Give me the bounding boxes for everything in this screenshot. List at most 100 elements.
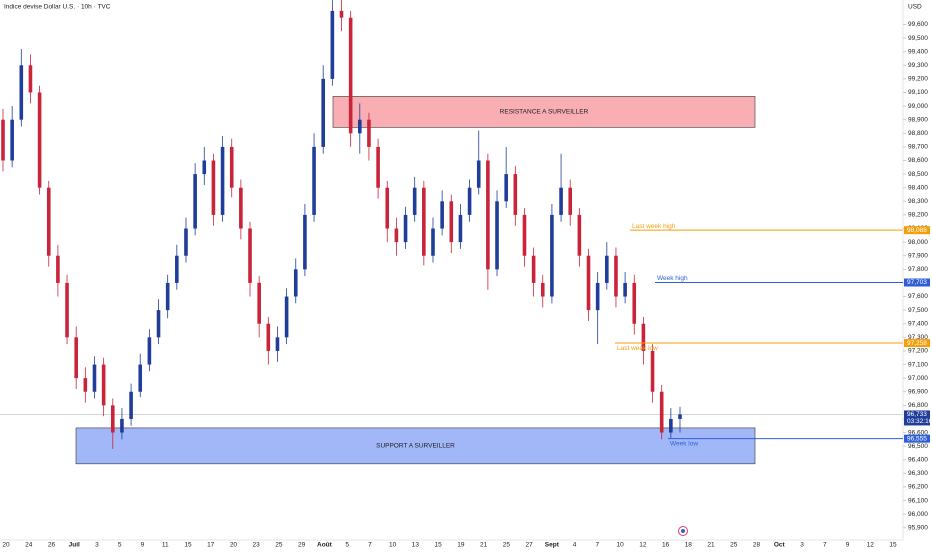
x-tick-label: 4	[573, 542, 577, 549]
candle-body	[659, 391, 664, 433]
zone	[75, 427, 756, 465]
y-tick-label: 98,400	[908, 184, 928, 191]
candle-body	[540, 282, 545, 297]
candle-body	[641, 323, 646, 351]
y-tick-label: 98,000	[908, 239, 928, 246]
level-badge-label: 96,555	[907, 435, 927, 442]
candle-body	[577, 214, 582, 256]
currency: USD	[908, 4, 922, 11]
x-tick-label: Août	[317, 542, 333, 549]
candle-body	[19, 65, 24, 120]
candle-body	[65, 282, 69, 338]
y-tick-label: 98,500	[908, 171, 928, 178]
x-tick-label: 20	[2, 542, 10, 549]
candle-body	[678, 414, 682, 419]
candle-body	[605, 255, 609, 283]
y-tick-label: 97,900	[908, 252, 928, 259]
level-badge-label: 97,258	[907, 340, 927, 347]
y-tick-label: 96,300	[908, 470, 928, 477]
level-badge-label: 97,703	[907, 279, 927, 286]
level-badge	[904, 434, 930, 443]
candle-body	[559, 187, 563, 215]
x-tick-label: 5	[345, 542, 349, 549]
y-tick-label: 99,200	[908, 76, 928, 83]
candle-body	[56, 255, 60, 283]
candle-body	[101, 364, 106, 406]
candle-body	[440, 201, 444, 229]
y-tick-label: 95,900	[908, 524, 928, 531]
x-tick-label: 20	[230, 542, 238, 549]
y-tick-label: 96,400	[908, 456, 928, 463]
candle-body	[37, 92, 42, 188]
y-tick-label: 97,200	[908, 348, 928, 355]
candle-body	[495, 201, 499, 270]
y-tick-label: 96,000	[908, 511, 928, 518]
x-tick-label: 5	[118, 542, 122, 549]
x-tick-label: Oct	[774, 542, 786, 549]
candle-body	[275, 337, 280, 351]
zone	[332, 96, 756, 128]
candle-body	[531, 255, 536, 283]
candle-body	[367, 119, 371, 147]
x-tick-label: 7	[368, 542, 372, 549]
candle-body	[138, 364, 143, 392]
candle-body	[348, 17, 353, 134]
y-tick-label: 99,000	[908, 103, 928, 110]
candle-body	[650, 350, 655, 392]
x-tick-label: 12	[639, 542, 647, 549]
candle-body	[321, 78, 326, 147]
y-tick-label: 97,600	[908, 293, 928, 300]
candle-body	[1, 119, 5, 161]
y-tick-label: 96,800	[908, 402, 928, 409]
candle-body	[165, 282, 170, 311]
candle-body	[412, 187, 417, 215]
last-price-badge	[904, 410, 930, 426]
y-tick-label: 98,700	[908, 144, 928, 151]
candle-body	[266, 323, 271, 351]
candle-body	[83, 378, 88, 392]
candle-body	[669, 418, 673, 433]
candle-body	[220, 146, 225, 215]
candle-body	[376, 146, 380, 188]
candle-body	[339, 10, 344, 18]
x-tick-label: 9	[846, 542, 850, 549]
x-tick-label: 25	[275, 542, 283, 549]
x-tick-label: 26	[48, 542, 56, 549]
level-name: Week low	[670, 440, 698, 447]
candle-body	[458, 214, 463, 243]
candle-body	[28, 65, 33, 93]
x-tick-label: 3	[95, 542, 99, 549]
candle-body	[476, 160, 481, 188]
candle-body	[595, 282, 600, 311]
zone-label: RESISTANCE A SURVEILLER	[500, 109, 589, 116]
x-tick-label: 7	[596, 542, 600, 549]
last-price-label: 96,733	[907, 411, 927, 418]
x-tick-label: 15	[435, 542, 443, 549]
y-tick-label: 98,200	[908, 212, 928, 219]
zone-label: SUPPORT A SURVEILLER	[376, 443, 455, 450]
candle-body	[202, 160, 207, 175]
y-tick-label: 96,500	[908, 443, 928, 450]
candle-body	[257, 282, 261, 324]
candle-body	[284, 296, 289, 338]
candle-body	[229, 146, 234, 188]
y-tick-label: 97,400	[908, 320, 928, 327]
candle-body	[248, 228, 252, 283]
candle-body	[467, 187, 472, 215]
x-tick-label: 18	[685, 542, 693, 549]
y-tick-label: 97,100	[908, 361, 928, 368]
candle-body	[92, 364, 97, 392]
x-tick-label: 24	[25, 542, 33, 549]
candle-body	[293, 269, 298, 297]
candle-body	[504, 174, 508, 202]
candle-body	[614, 255, 618, 297]
x-tick-label: 11	[162, 542, 169, 549]
x-tick-label: 25	[730, 542, 738, 549]
candle-body	[357, 119, 362, 134]
y-tick-label: 97,500	[908, 307, 928, 314]
candle-body	[239, 187, 243, 229]
candle-body	[156, 310, 161, 338]
